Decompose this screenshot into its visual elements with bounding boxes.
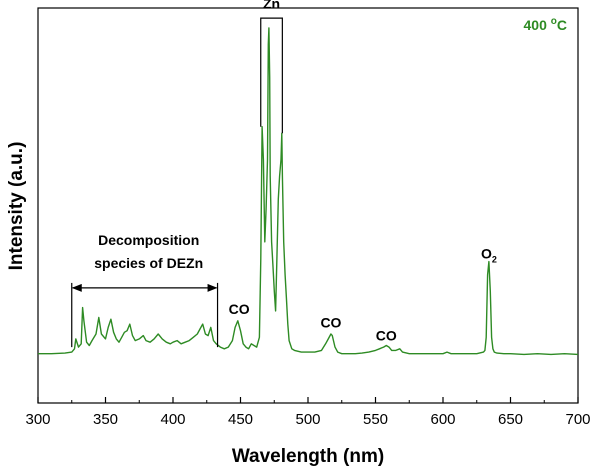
corner-label-degree: o <box>551 16 557 27</box>
x-tick-label-450: 450 <box>228 411 253 428</box>
x-tick-label-350: 350 <box>93 411 118 428</box>
x-tick-label-400: 400 <box>160 411 185 428</box>
corner-label-unit: C <box>557 17 567 33</box>
x-axis-tick-labels: 300 350 400 450 500 550 600 650 700 <box>25 411 590 428</box>
annotation-species-of-dezn-1: species of DEZn <box>94 255 203 271</box>
x-tick-label-550: 550 <box>363 411 388 428</box>
corner-temperature-label: 400 oC <box>524 16 567 33</box>
zn-bracket <box>260 17 283 134</box>
x-tick-label-700: 700 <box>565 411 590 428</box>
y-axis-title: Intensity (a.u.) <box>6 142 27 271</box>
annotation-co-2: CO <box>229 301 250 317</box>
x-tick-label-650: 650 <box>498 411 523 428</box>
plot-frame <box>37 7 579 404</box>
annotation-co-5: CO <box>376 328 397 344</box>
x-axis-title: Wavelength (nm) <box>232 446 384 467</box>
x-tick-label-300: 300 <box>25 411 50 428</box>
decomposition-range-bracket <box>71 282 219 348</box>
annotation-co-4: CO <box>320 314 341 330</box>
x-tick-label-500: 500 <box>295 411 320 428</box>
x-axis-ticks <box>37 397 579 403</box>
corner-label-value: 400 <box>524 17 551 33</box>
spectrum-line <box>38 27 579 356</box>
x-tick-label-600: 600 <box>430 411 455 428</box>
annotation-decomposition-0: Decomposition <box>98 232 199 248</box>
annotation-zn-3: Zn <box>263 0 280 11</box>
